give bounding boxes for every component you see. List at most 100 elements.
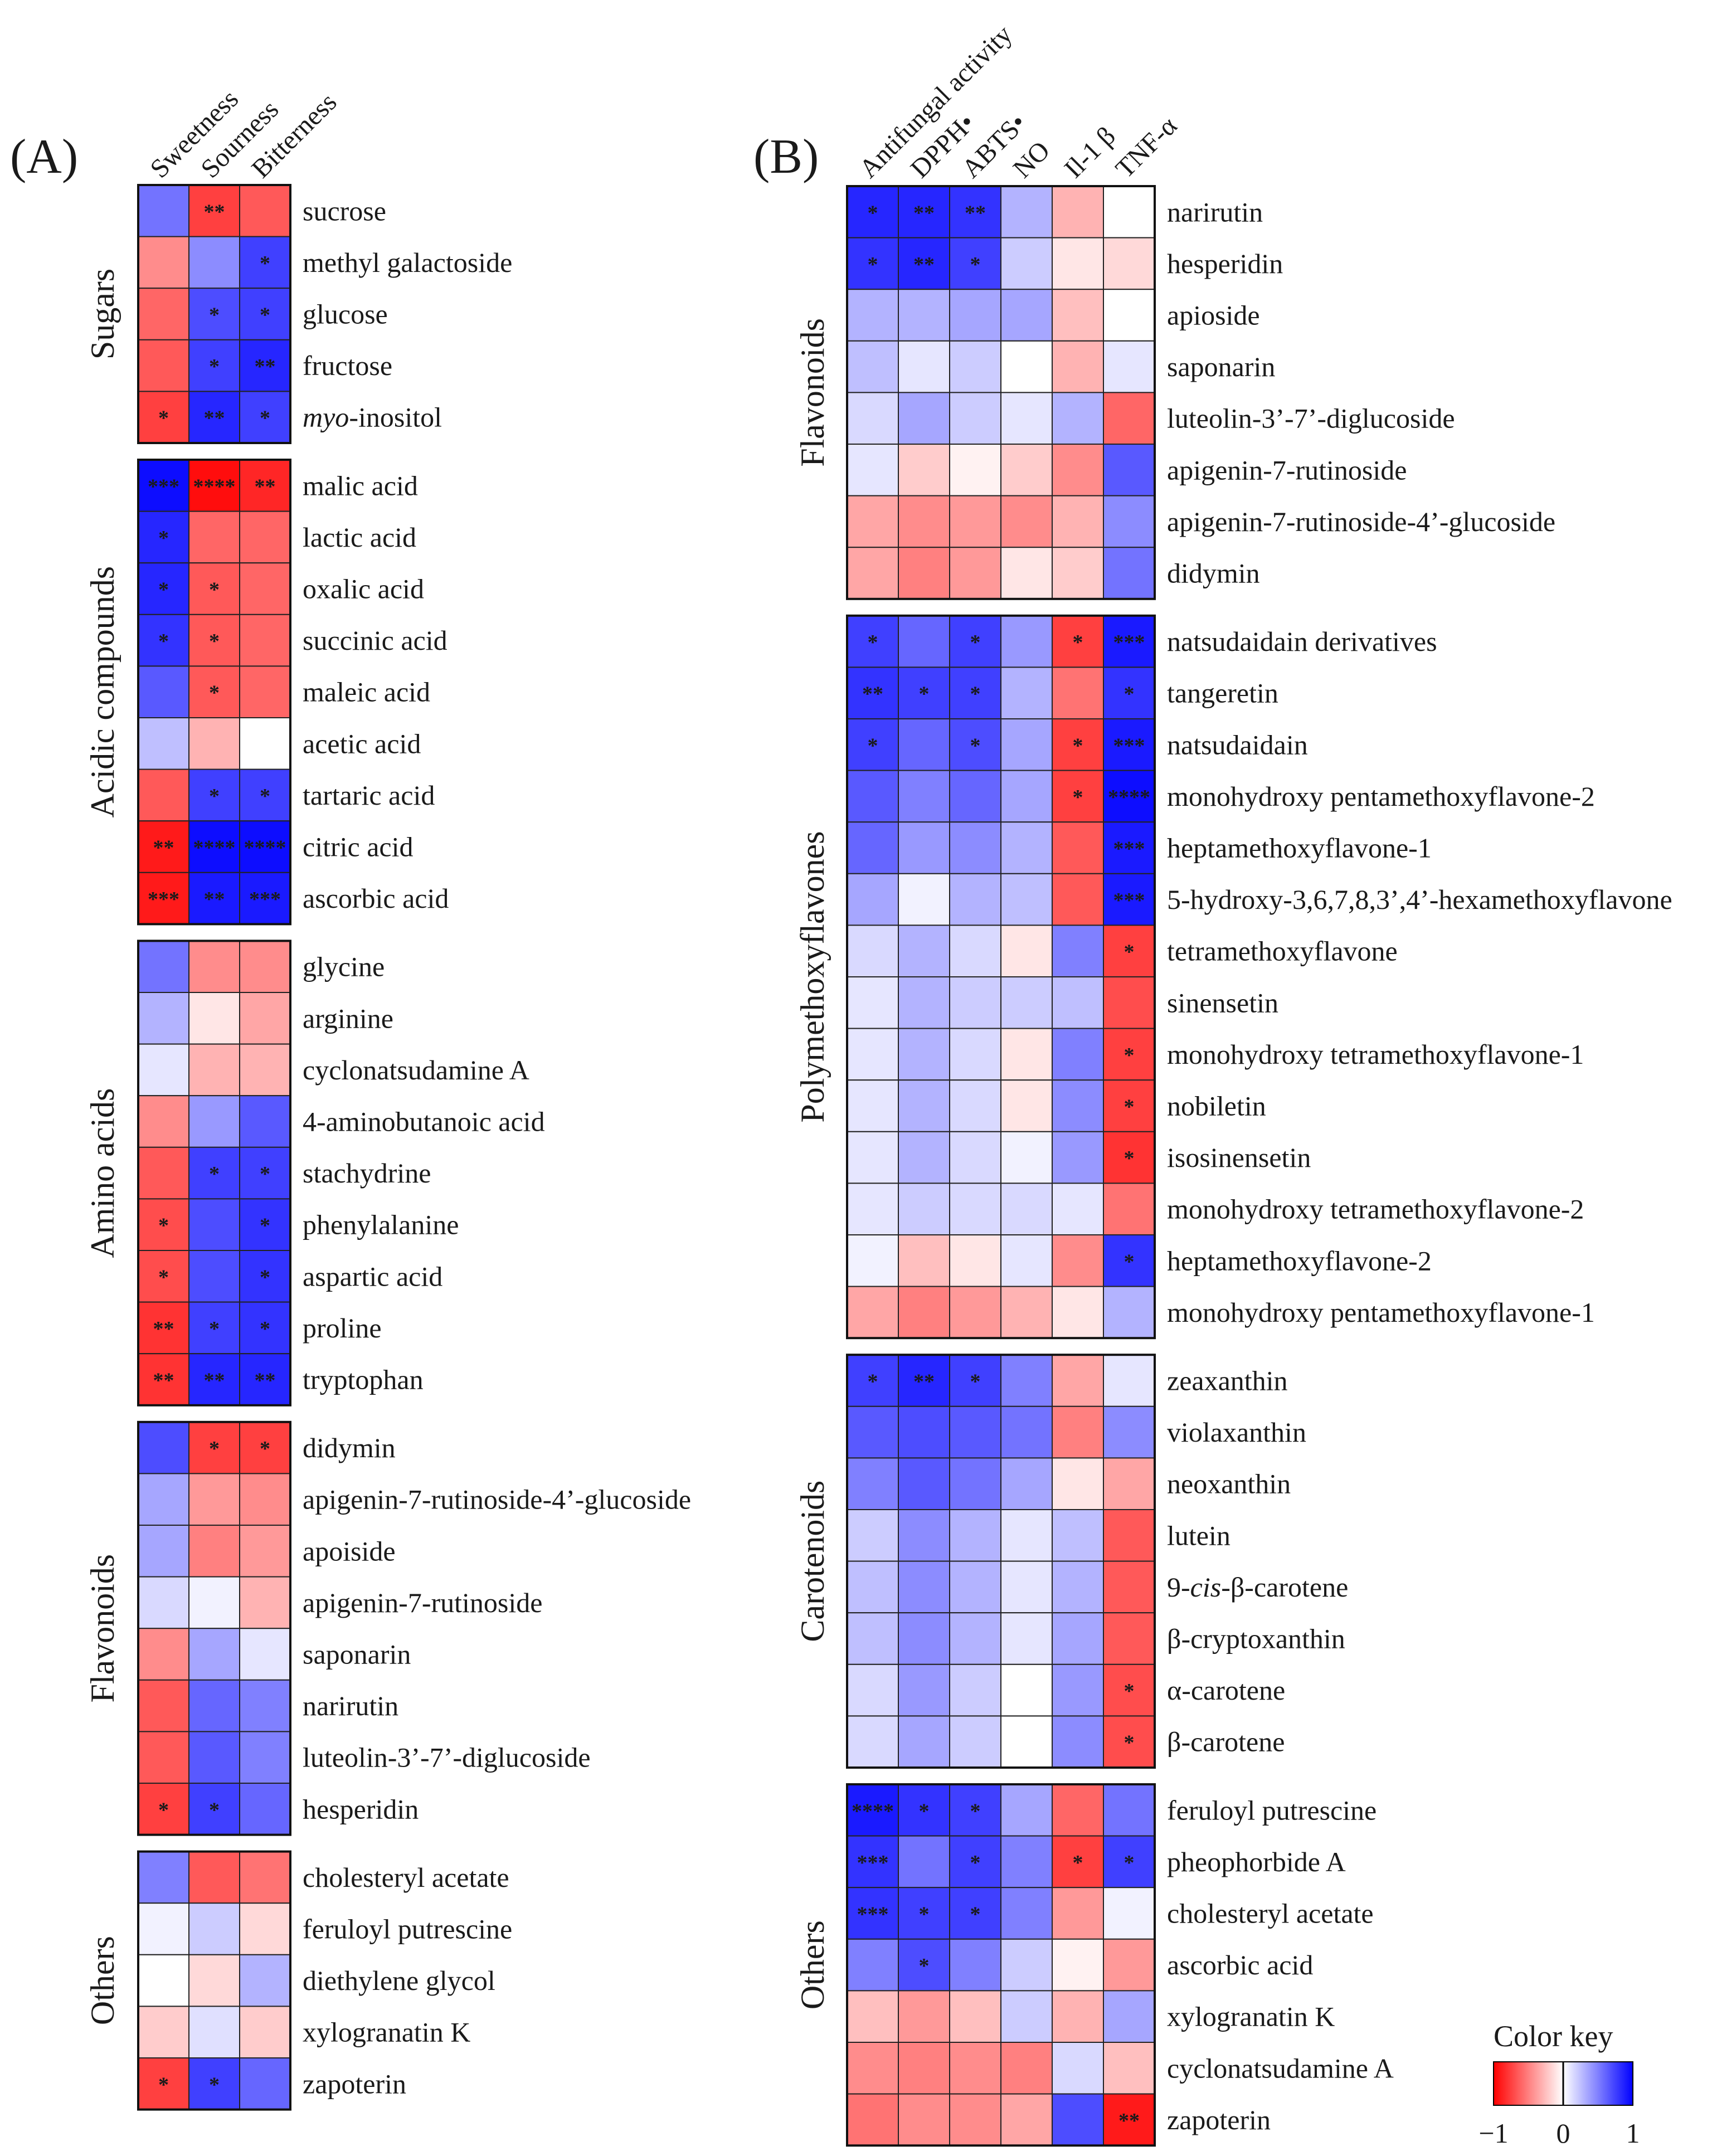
heatmap-cell [1000, 924, 1053, 978]
heatmap-cell [949, 1560, 1001, 1614]
row-label: hesperidin [1167, 248, 1283, 279]
heatmap-cell [898, 1560, 950, 1614]
row-group: * ** * zeaxanthinviolaxanthinneoxanthinlute… [794, 1354, 1348, 1769]
row-label: narirutin [1167, 196, 1263, 227]
group-border [846, 1783, 1156, 2147]
heatmap-cell [898, 615, 950, 668]
significance-mark: * [1124, 1096, 1135, 1119]
heatmap-cell [188, 872, 240, 925]
heatmap-cell [1000, 495, 1053, 548]
heatmap-cell [1103, 924, 1155, 978]
significance-mark: * [1124, 941, 1135, 964]
heatmap-cell [1000, 666, 1053, 720]
heatmap-cell [1000, 1990, 1053, 2043]
heatmap-cell [138, 1679, 189, 1732]
heatmap-cell [188, 1353, 240, 1406]
heatmap-cell [1000, 547, 1053, 600]
heatmap-cell [188, 1576, 240, 1629]
heatmap-cell [239, 1576, 291, 1629]
significance-mark: * [868, 201, 878, 225]
heatmap-cell [949, 1612, 1001, 1665]
significance-mark: ** [255, 355, 276, 378]
significance-mark: **** [193, 836, 236, 860]
heatmap-cell [239, 1043, 291, 1097]
heatmap-cell [138, 1421, 189, 1474]
heatmap-cell [1103, 1286, 1155, 1339]
significance-mark: * [919, 683, 930, 706]
heatmap-cell [847, 976, 899, 1029]
heatmap-cell [949, 1405, 1001, 1459]
significance-mark: ** [255, 1369, 276, 1393]
heatmap-cell [239, 459, 291, 512]
heatmap-cell [1052, 340, 1104, 393]
heatmap-cell [239, 1783, 291, 1836]
heatmap-cell [847, 1234, 899, 1287]
heatmap-cell [949, 1715, 1001, 1768]
significance-mark: **** [1108, 786, 1150, 809]
heatmap-cell [898, 1715, 950, 1768]
heatmap-cell [1000, 1182, 1053, 1235]
heatmap-cell [898, 495, 950, 548]
significance-mark: * [970, 1903, 981, 1926]
heatmap-cell [188, 1679, 240, 1732]
heatmap-cell [1052, 1887, 1104, 1940]
heatmap-cell [898, 1663, 950, 1717]
heatmap-cell [239, 768, 291, 822]
heatmap-cell [1103, 1457, 1155, 1510]
heatmap-cell [898, 2042, 950, 2095]
heatmap-cell [239, 1954, 291, 2007]
heatmap-cell [188, 1250, 240, 1303]
heatmap-cell [1103, 1612, 1155, 1665]
significance-mark: * [1073, 786, 1083, 809]
color-key-tick-low: −1 [1478, 2118, 1508, 2149]
column-label: Il-1 β [1059, 121, 1121, 184]
heatmap-cell [1103, 444, 1155, 497]
row-label: glycine [303, 951, 385, 982]
heatmap-cell [1103, 718, 1155, 771]
heatmap-cell [898, 547, 950, 600]
significance-mark: * [158, 2073, 169, 2096]
heatmap-cell [239, 1095, 291, 1148]
significance-mark: * [868, 734, 878, 757]
heatmap-cell [138, 510, 189, 564]
row-label: feruloyl putrescine [303, 1914, 512, 1945]
heatmap-cell [1052, 1182, 1104, 1235]
heatmap-cell [949, 495, 1001, 548]
significance-mark: ** [204, 1369, 225, 1393]
heatmap-cell [847, 392, 899, 445]
heatmap-cell [949, 1182, 1001, 1235]
row-label: neoxanthin [1167, 1468, 1291, 1500]
heatmap-cell [1000, 1234, 1053, 1287]
heatmap-cell [188, 1902, 240, 1955]
significance-mark: **** [244, 836, 286, 860]
heatmap-cell [239, 1731, 291, 1784]
heatmap-cell [1000, 1715, 1053, 1768]
heatmap-cell [949, 1663, 1001, 1717]
group-label: Others [84, 1936, 121, 2025]
row-label: malic acid [303, 470, 418, 501]
row-label: apioside [1167, 300, 1260, 331]
group-border [846, 1354, 1156, 1769]
row-label: ascorbic acid [1167, 1949, 1313, 1980]
heatmap-cell [1052, 392, 1104, 445]
heatmap-cell [898, 1286, 950, 1339]
heatmap-cell [188, 1473, 240, 1526]
heatmap-cell [188, 614, 240, 667]
heatmap-cell [138, 614, 189, 667]
row-label: xylogranatin K [1167, 2001, 1335, 2032]
heatmap-cell [138, 940, 189, 994]
heatmap-cell [1000, 1560, 1053, 1614]
heatmap-cell [188, 510, 240, 564]
heatmap-cell [138, 1043, 189, 1097]
heatmap-cell [1052, 186, 1104, 239]
heatmap-cell [949, 1354, 1001, 1407]
row-group: * * * *** natsudaidain derivatives** * * * tange… [794, 614, 1672, 1340]
heatmap-cell [898, 289, 950, 342]
row-label: hesperidin [303, 1793, 419, 1824]
significance-mark: * [209, 682, 220, 705]
row-group: * ** ** narirutin* ** * hesperidinapiosidesapo… [794, 185, 1555, 600]
row-label: heptamethoxyflavone-2 [1167, 1245, 1432, 1276]
row-label: monohydroxy tetramethoxyflavone-1 [1167, 1039, 1584, 1070]
